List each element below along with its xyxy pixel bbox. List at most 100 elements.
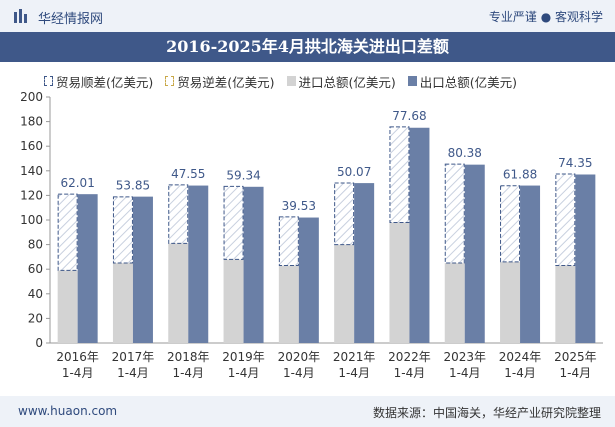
legend-item-deficit: 贸易逆差(亿美元) xyxy=(165,72,275,91)
brand-name: 华经情报网 xyxy=(38,12,104,27)
x-tick-label-line: 2016年 xyxy=(56,350,99,364)
footer-site: www.huaon.com xyxy=(18,404,118,418)
surplus-bar xyxy=(389,126,410,223)
y-tick-label: 80 xyxy=(28,238,43,252)
x-tick-label: 2024年 1-4月 xyxy=(499,350,542,380)
chart-title: 2016-2025年4月拱北海关进出口差额 xyxy=(166,37,449,56)
x-tick-label: 2022年 1-4月 xyxy=(388,350,431,380)
export-bar xyxy=(188,185,209,343)
surplus-data-label: 77.68 xyxy=(392,109,426,123)
legend-label-deficit: 贸易逆差(亿美元) xyxy=(177,74,275,90)
import-bar xyxy=(555,265,576,343)
surplus-bar xyxy=(444,163,465,264)
x-tick-label-line: 2018年 xyxy=(167,350,210,364)
x-tick-label-line: 1-4月 xyxy=(172,366,204,380)
footer-source: 数据来源：中国海关，华经产业研究院整理 xyxy=(372,406,601,420)
x-tick-label-line: 1-4月 xyxy=(560,366,592,380)
x-tick-label: 2025年 1-4月 xyxy=(554,350,597,380)
surplus-data-label: 47.55 xyxy=(171,167,205,181)
export-bar xyxy=(132,196,153,343)
surplus-data-label: 59.34 xyxy=(226,168,260,182)
surplus-data-label: 53.85 xyxy=(116,179,150,193)
surplus-bar xyxy=(168,184,189,244)
surplus-bar xyxy=(278,216,299,267)
footer-bar: www.huaon.com 数据来源：中国海关，华经产业研究院整理 xyxy=(0,396,615,427)
top-bar: 华经情报网 专业严谨 ● 客观科学 xyxy=(0,0,615,32)
x-tick-label-line: 1-4月 xyxy=(283,366,315,380)
legend-item-surplus: 贸易顺差(亿美元) xyxy=(44,72,153,91)
surplus-data-label: 80.38 xyxy=(448,146,482,160)
x-tick-label: 2018年 1-4月 xyxy=(167,350,210,380)
legend-item-import: 进口总额(亿美元) xyxy=(286,72,396,91)
export-bar xyxy=(520,185,541,343)
y-tick-label: 100 xyxy=(20,213,43,227)
y-tick-label: 160 xyxy=(20,139,43,153)
surplus-bar xyxy=(334,182,355,246)
legend-item-export: 出口总额(亿美元) xyxy=(407,72,518,91)
x-tick-label-line: 2023年 xyxy=(443,350,486,364)
y-tick-label: 120 xyxy=(20,188,43,202)
y-tick-label: 140 xyxy=(20,164,43,178)
legend-swatch-export xyxy=(407,76,417,86)
x-tick-label: 2016年 1-4月 xyxy=(56,350,99,380)
x-tick-label-line: 1-4月 xyxy=(228,366,260,380)
x-tick-label: 2023年 1-4月 xyxy=(443,350,486,380)
export-bar xyxy=(77,194,98,343)
surplus-bar xyxy=(223,185,244,260)
export-bar xyxy=(575,174,596,343)
import-bar xyxy=(168,243,189,343)
export-bar xyxy=(464,164,485,343)
x-tick-label-line: 1-4月 xyxy=(449,366,481,380)
y-tick-label: 20 xyxy=(28,311,43,325)
x-tick-label-line: 2025年 xyxy=(554,350,597,364)
x-tick-label-line: 2022年 xyxy=(388,350,431,364)
chart-legend: 贸易顺差(亿美元) 贸易逆差(亿美元) 进口总额(亿美元) 出口总额(亿美元) xyxy=(44,71,529,91)
legend-swatch-deficit xyxy=(165,76,175,86)
x-tick-label: 2017年 1-4月 xyxy=(112,350,155,380)
y-tick-label: 180 xyxy=(20,115,43,129)
import-bar xyxy=(57,270,78,343)
export-bar xyxy=(298,217,319,343)
surplus-data-label: 74.35 xyxy=(558,156,592,170)
import-bar xyxy=(389,222,410,343)
surplus-bar xyxy=(112,196,133,264)
y-tick-label: 40 xyxy=(28,287,43,301)
x-tick-label-line: 1-4月 xyxy=(394,366,426,380)
x-tick-label-line: 2019年 xyxy=(222,350,265,364)
x-tick-label: 2019年 1-4月 xyxy=(222,350,265,380)
surplus-data-label: 39.53 xyxy=(282,199,316,213)
legend-label-export: 出口总额(亿美元) xyxy=(419,74,518,90)
y-tick-label: 200 xyxy=(20,90,43,104)
surplus-data-label: 61.88 xyxy=(503,168,537,182)
x-tick-label: 2020年 1-4月 xyxy=(278,350,321,380)
y-tick-label: 0 xyxy=(35,336,43,350)
export-bar xyxy=(354,183,375,343)
import-bar xyxy=(444,263,465,343)
x-tick-label-line: 2021年 xyxy=(333,350,376,364)
x-tick-label-line: 1-4月 xyxy=(62,366,94,380)
surplus-bar xyxy=(500,185,521,263)
import-bar xyxy=(278,265,299,343)
x-tick-label-line: 2024年 xyxy=(499,350,542,364)
surplus-bar xyxy=(57,193,78,271)
legend-swatch-surplus xyxy=(44,76,53,86)
x-tick-label-line: 2017年 xyxy=(112,350,155,364)
legend-label-surplus: 贸易顺差(亿美元) xyxy=(56,74,154,90)
y-tick-label: 60 xyxy=(28,262,43,276)
x-tick-label-line: 1-4月 xyxy=(117,366,149,380)
legend-label-import: 进口总额(亿美元) xyxy=(298,74,396,90)
title-bar: 2016-2025年4月拱北海关进出口差额 xyxy=(0,32,615,62)
x-tick-label-line: 1-4月 xyxy=(504,366,536,380)
x-tick-label-line: 2020年 xyxy=(278,350,321,364)
surplus-data-label: 50.07 xyxy=(337,165,371,179)
import-bar xyxy=(500,261,521,343)
import-bar xyxy=(334,244,355,343)
export-bar xyxy=(243,186,264,343)
surplus-data-label: 62.01 xyxy=(60,176,94,190)
x-tick-label: 2021年 1-4月 xyxy=(333,350,376,380)
logo-icon xyxy=(14,9,27,23)
legend-swatch-import xyxy=(286,76,296,86)
surplus-bar xyxy=(555,173,576,267)
x-tick-label-line: 1-4月 xyxy=(338,366,370,380)
